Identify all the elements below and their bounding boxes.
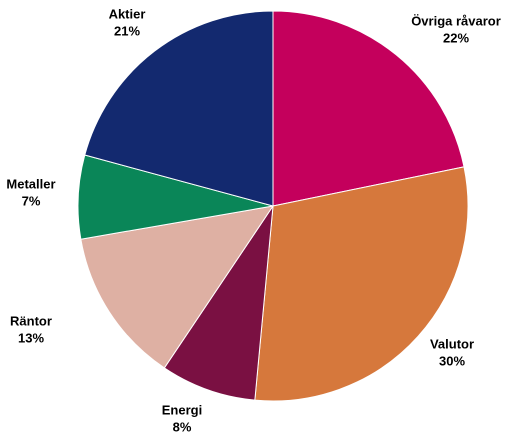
slice-label: Aktier — [109, 6, 146, 21]
pie-slice — [84, 10, 274, 207]
slice-label: Metaller — [6, 176, 55, 191]
slice-label: Energi — [162, 402, 202, 417]
slice-value-label: 13% — [18, 330, 44, 345]
pie-slice — [80, 205, 275, 369]
slice-label: Övriga råvaror — [411, 13, 501, 28]
pie-slice — [163, 205, 274, 401]
slice-value-label: 21% — [114, 23, 140, 38]
slice-label: Valutor — [430, 336, 474, 351]
slice-value-label: 30% — [439, 353, 465, 368]
pie-slice — [272, 10, 465, 207]
pie-slice — [254, 166, 469, 402]
slice-label: Räntor — [10, 313, 52, 328]
slice-value-label: 8% — [173, 419, 192, 434]
slice-value-label: 22% — [443, 30, 469, 45]
slice-value-label: 7% — [22, 193, 41, 208]
